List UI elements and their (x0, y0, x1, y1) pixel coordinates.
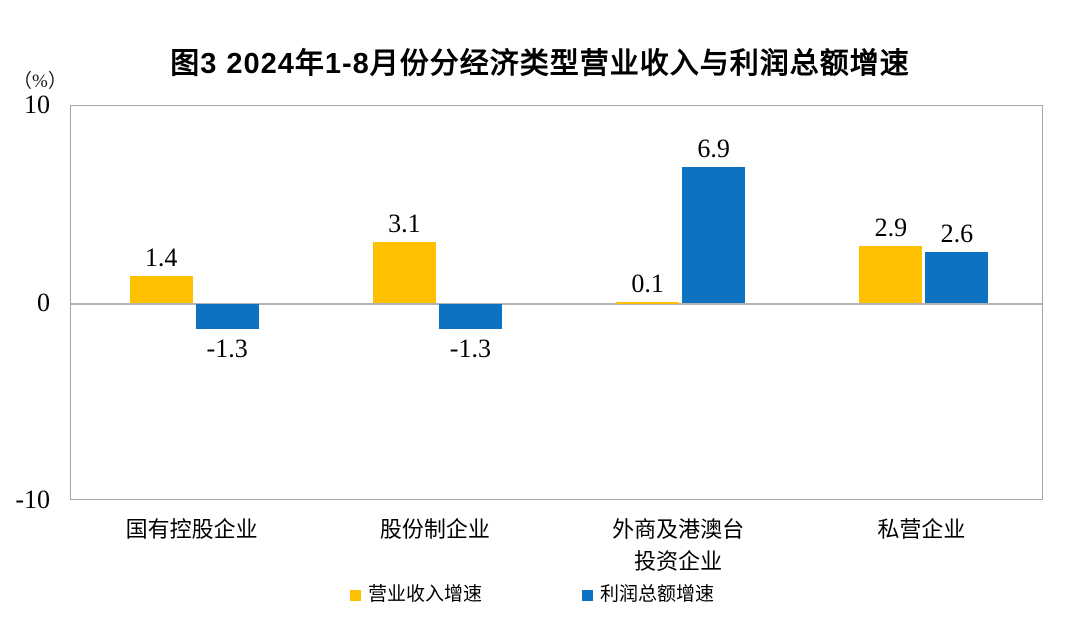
data-label: -1.3 (449, 334, 491, 364)
bar-营业收入增速-外商及港澳台 (616, 301, 680, 304)
legend-swatch-icon (349, 589, 361, 601)
data-label: 0.1 (631, 268, 664, 298)
bar-营业收入增速-国有控股企业 (129, 275, 193, 304)
chart-title: 图3 2024年1-8月份分经济类型营业收入与利润总额增速 (170, 48, 910, 80)
legend: 营业收入增速 利润总额增速 (0, 584, 1072, 606)
bar-营业收入增速-私营企业 (859, 246, 923, 304)
data-label: 3.1 (388, 209, 421, 239)
bar-利润总额增速-国有控股企业 (195, 303, 259, 330)
bar-利润总额增速-股份制企业 (438, 303, 502, 330)
y-axis-tick: 10 (24, 90, 50, 119)
data-label: 2.6 (940, 219, 974, 249)
legend-swatch-icon (582, 589, 593, 601)
legend-item: 营业收入增速 (349, 584, 482, 606)
x-axis-label: 股份制企业 (379, 517, 490, 542)
y-axis-unit-label: （%） (13, 71, 67, 92)
data-label: -1.3 (206, 334, 248, 364)
x-axis-label: 国有控股企业 (125, 517, 258, 542)
legend-label: 利润总额增速 (600, 584, 715, 605)
plot-area: 1.4 -1.3 3.1 -1.3 0.1 6.9 2.9 2.6 (70, 105, 1043, 500)
x-axis-label: 私营企业 (877, 517, 966, 542)
y-axis-tick: 0 (37, 287, 50, 317)
y-axis-tick: -10 (15, 485, 50, 514)
x-axis-label: 外商及港澳台 投资企业 (612, 517, 745, 574)
data-label: 6.9 (697, 134, 730, 164)
zero-gridline (71, 302, 1042, 305)
legend-label: 营业收入增速 (367, 584, 482, 605)
legend-item: 利润总额增速 (582, 584, 714, 606)
data-label: 2.9 (874, 213, 908, 243)
bar-利润总额增速-私营企业 (925, 252, 989, 304)
data-label: 1.4 (144, 242, 178, 272)
bar-利润总额增速-外商及港澳台 (682, 167, 746, 304)
bar-营业收入增速-股份制企业 (372, 242, 436, 304)
